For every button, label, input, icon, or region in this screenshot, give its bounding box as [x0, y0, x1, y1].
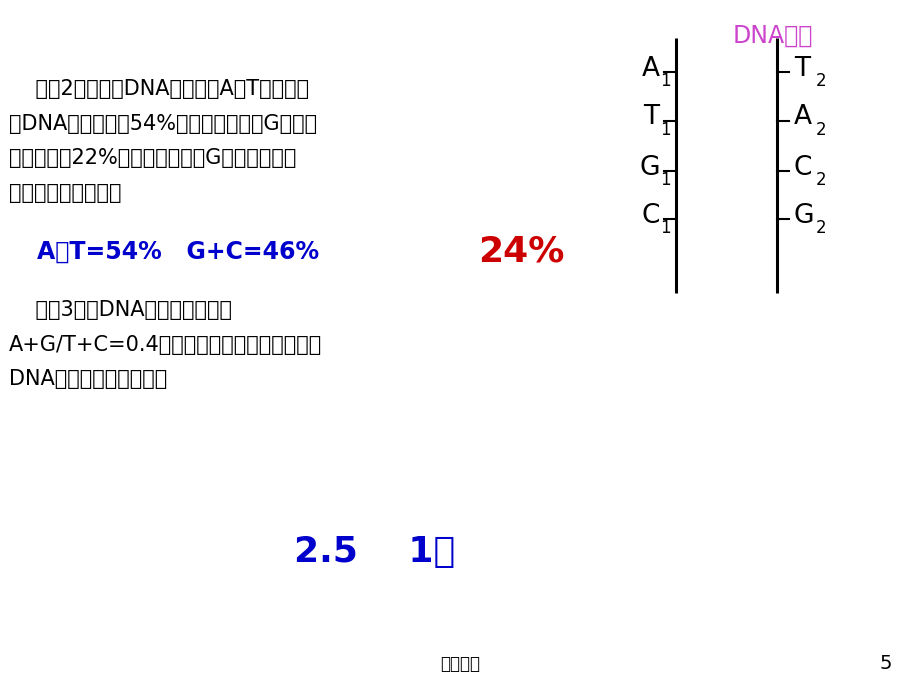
Text: A+G/T+C=0.4，上述比例在其互补链和整个: A+G/T+C=0.4，上述比例在其互补链和整个: [9, 335, 322, 355]
Text: 例题3、在DNA的一个单链中，: 例题3、在DNA的一个单链中，: [9, 300, 232, 320]
Text: G: G: [793, 203, 813, 229]
Text: T: T: [793, 56, 810, 82]
Text: 2: 2: [815, 72, 826, 90]
Text: 1: 1: [659, 219, 670, 237]
Text: 精选课件: 精选课件: [439, 655, 480, 673]
Text: A: A: [641, 56, 659, 82]
Text: 个DNA碱基总数的54%，其中一条链上G占该链: 个DNA碱基总数的54%，其中一条链上G占该链: [9, 114, 317, 134]
Text: 1: 1: [659, 171, 670, 189]
Text: A: A: [793, 104, 811, 130]
Text: 例题2、某双链DNA分子中，A与T之和占整: 例题2、某双链DNA分子中，A与T之和占整: [9, 79, 309, 99]
Text: 碱基总数的22%。求另一条链上G占其所在链碱: 碱基总数的22%。求另一条链上G占其所在链碱: [9, 148, 296, 168]
Text: C: C: [641, 203, 659, 229]
Text: 基总数的百分含量。: 基总数的百分含量。: [9, 183, 121, 203]
Text: 1: 1: [659, 121, 670, 139]
Text: C: C: [793, 155, 811, 181]
Text: DNA双链: DNA双链: [732, 24, 812, 48]
Text: 1: 1: [659, 72, 670, 90]
Text: A＋T=54%   G+C=46%: A＋T=54% G+C=46%: [37, 240, 319, 264]
Text: 24%: 24%: [478, 235, 564, 269]
Text: T: T: [642, 104, 659, 130]
Text: 2: 2: [815, 171, 826, 189]
Text: 2: 2: [815, 219, 826, 237]
Text: DNA分子中分别是多少？: DNA分子中分别是多少？: [9, 369, 167, 389]
Text: 2.5    1；: 2.5 1；: [294, 535, 455, 569]
Text: G: G: [639, 155, 659, 181]
Text: 5: 5: [879, 653, 891, 673]
Text: 2: 2: [815, 121, 826, 139]
